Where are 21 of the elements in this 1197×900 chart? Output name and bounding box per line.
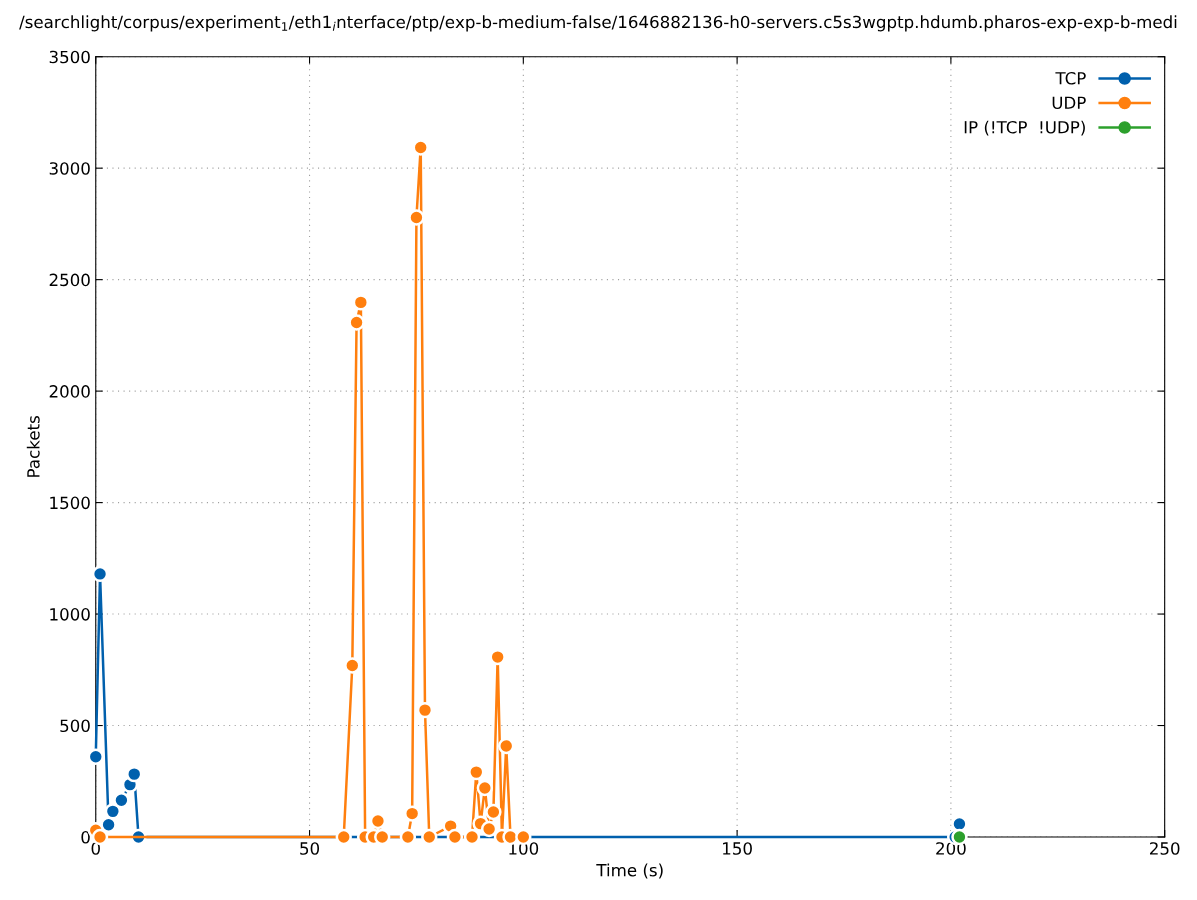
y-tick-label: 3500 xyxy=(49,50,90,64)
y-axis-title: Packets xyxy=(26,416,40,477)
x-axis-title: Time (s) xyxy=(596,863,663,879)
y-tick-label: 2000 xyxy=(49,385,90,398)
y-tick-label: 3000 xyxy=(49,162,90,175)
point xyxy=(485,803,502,821)
y-tick-label: 1000 xyxy=(50,608,90,621)
x-tick-label: 150 xyxy=(723,842,752,855)
y-tick-label: 1500 xyxy=(50,496,90,510)
x-tick-label: 250 xyxy=(1150,842,1180,855)
point xyxy=(348,314,365,331)
legend-label: IP (!TCP !UDP) xyxy=(964,120,1085,136)
point xyxy=(408,209,425,226)
y-tick-label: 0 xyxy=(81,830,90,844)
x-tick-label: 50 xyxy=(300,842,320,855)
legend-label: UDP xyxy=(1052,96,1086,110)
point xyxy=(113,792,130,809)
y-tick-label: 500 xyxy=(60,719,90,733)
y-tick-label: 2500 xyxy=(49,273,90,287)
legend-label: TCP xyxy=(1055,71,1086,85)
chart-title: /searchlight/corpus/experiment$_{1}$/eth1$_{i}$nterface/ptp/exp-b-medium-false/1646882136-h0-servers.c5s3wgptp.hdumb.pharos-exp-exp-b-medi xyxy=(19,15,1177,32)
